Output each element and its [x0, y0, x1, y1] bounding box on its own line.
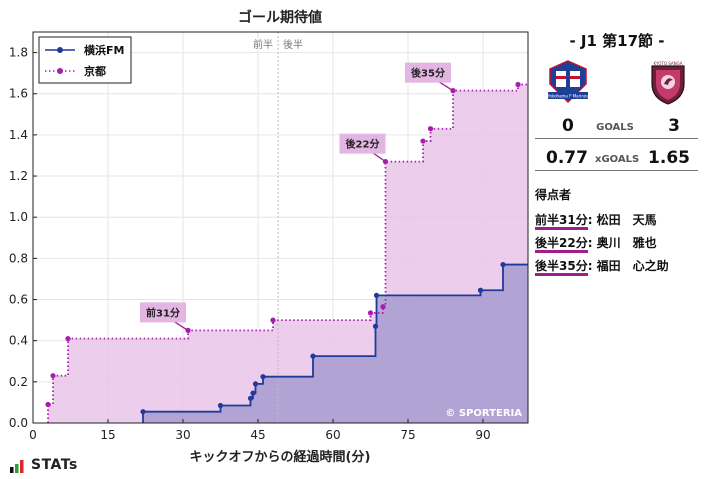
area-fills: [48, 84, 528, 423]
series-point: [140, 409, 146, 415]
scorer-time: 後半22分: [535, 236, 588, 253]
xg-divider: [535, 170, 698, 171]
x-tick-label: 45: [250, 428, 265, 442]
y-tick-label: 0.0: [9, 416, 28, 430]
series-point: [252, 381, 259, 387]
match-panel: - J1 第17節 - Yokohama F·Marinos KYOTO SAN…: [532, 0, 707, 479]
legend-marker-away: [57, 68, 63, 74]
annotation-box: [140, 302, 186, 323]
series-line: [47, 83, 528, 423]
annotation-box: [339, 133, 386, 154]
watermark: © SPORTERIA: [445, 408, 522, 419]
series-point: [500, 261, 506, 268]
scorers-heading: 得点者: [535, 188, 572, 202]
x-tick-label: 75: [400, 428, 415, 442]
series-point: [250, 390, 256, 396]
home-crest-text: Yokohama F·Marinos: [547, 94, 589, 99]
scorer-name: : 奥川 雅也: [587, 236, 657, 250]
goals-label: GOALS: [596, 122, 634, 133]
legend-marker-home: [57, 47, 63, 53]
score-divider: [535, 138, 698, 139]
legend-box: [38, 36, 132, 84]
plot-frame: [32, 31, 529, 424]
series-point: [310, 353, 316, 359]
y-tick-label: 0.6: [9, 293, 28, 307]
legend-label-home: 横浜FM: [84, 43, 124, 57]
x-tick-label: 60: [325, 428, 340, 442]
y-tick-label: 1.0: [9, 210, 28, 224]
series-point: [217, 402, 224, 409]
legend: 横浜FM 京都: [38, 36, 132, 84]
legend-label-away: 京都: [84, 64, 106, 78]
annotation-label: 後22分: [346, 138, 380, 151]
scorer-item: 前半31分: 松田 天馬: [535, 211, 657, 230]
scorer-time: 前半31分: [535, 213, 588, 230]
x-tick-label: 90: [475, 428, 490, 442]
x-tick-label: 15: [100, 428, 115, 442]
scorer-item: 後半22分: 奥川 雅也: [535, 234, 657, 253]
stats-logo-text: STATs: [31, 457, 78, 473]
annotation-label: 後35分: [411, 67, 445, 80]
xg-chart: ゴール期待値 前半 後半 前31分 後22分 後35分 0 15 30 45 60 75 90 0.…: [9, 9, 529, 465]
series-point: [65, 336, 71, 342]
series-point: [260, 374, 266, 380]
series-point: [367, 310, 374, 316]
scorer-name: : 松田 天馬: [587, 213, 657, 227]
series-point: [420, 138, 426, 144]
xg-label: xGOALS: [595, 154, 640, 165]
goal-annotations: 前31分 後22分 後35分: [140, 62, 454, 331]
annotation-box: [405, 62, 451, 83]
x-tick-label: 30: [175, 428, 190, 442]
y-tick-label: 1.6: [9, 87, 28, 101]
scorer-time: 後半35分: [535, 259, 588, 276]
away-crest-text: KYOTO SANGA: [654, 61, 683, 66]
match-title: - J1 第17節 -: [569, 32, 665, 50]
away-xg: 1.65: [648, 148, 690, 168]
y-tick-label: 0.8: [9, 251, 28, 265]
away-score: 3: [668, 116, 680, 136]
score-row: 0 GOALS 3: [534, 116, 696, 140]
y-tick-label: 0.4: [9, 334, 28, 348]
series-point: [50, 373, 56, 379]
series-point: [372, 323, 379, 329]
series-point: [270, 317, 276, 323]
halftime-divider: 前半 後半: [253, 32, 303, 423]
scorer-item: 後半35分: 福田 心之助: [535, 257, 669, 276]
chart-title: ゴール期待値: [238, 9, 322, 26]
y-tick-label: 1.2: [9, 169, 28, 183]
second-half-label: 後半: [283, 38, 303, 51]
series-point: [373, 292, 380, 299]
first-half-label: 前半: [253, 38, 273, 51]
home-xg: 0.77: [546, 148, 588, 168]
series-point: [247, 395, 254, 401]
stats-bars-icon: [10, 460, 24, 473]
axis-ticks: 0 15 30 45 60 75 90 0.0 0.2 0.4 0.6 0.8 1.0 1.2 1.4 1.6…: [9, 46, 491, 442]
series-point: [515, 81, 521, 88]
y-tick-label: 1.8: [9, 46, 28, 60]
home-score: 0: [562, 116, 574, 136]
series-point: [380, 304, 386, 310]
annotation-label: 前31分: [146, 306, 180, 319]
x-tick-label: 0: [29, 428, 37, 442]
series-point: [477, 287, 484, 293]
home-crest-icon: Yokohama F·Marinos: [547, 60, 589, 104]
y-tick-label: 1.4: [9, 128, 28, 142]
scorer-name: : 福田 心之助: [587, 259, 669, 273]
x-axis-label: キックオフからの経過時間(分): [190, 449, 371, 465]
series-area: [143, 264, 528, 423]
series-point: [427, 126, 434, 132]
xg-row: 0.77 xGOALS 1.65: [534, 148, 696, 172]
y-tick-label: 0.2: [9, 375, 28, 389]
series-point: [45, 401, 51, 408]
away-crest-icon: KYOTO SANGA: [651, 61, 685, 105]
